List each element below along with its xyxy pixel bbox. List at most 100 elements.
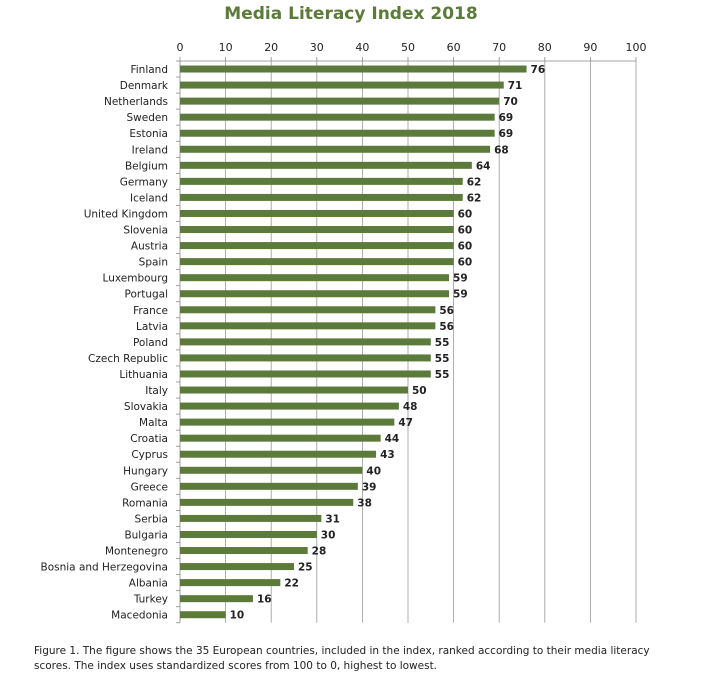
x-tick-label: 30 [310, 41, 324, 54]
bar [180, 193, 463, 201]
bar [180, 274, 450, 282]
category-label: Austria [131, 241, 168, 253]
value-label: 38 [357, 497, 372, 509]
category-label: Turkey [133, 594, 168, 606]
category-label: Montenegro [105, 546, 168, 558]
value-label: 55 [435, 369, 450, 381]
bar [180, 97, 500, 105]
category-label: Belgium [125, 160, 168, 172]
bar [180, 145, 491, 153]
value-label: 60 [458, 241, 473, 253]
bar [180, 611, 226, 619]
category-label: Spain [139, 257, 168, 269]
value-label: 62 [467, 176, 482, 188]
category-label: Netherlands [104, 96, 168, 108]
value-label: 50 [412, 385, 427, 397]
category-label: Croatia [130, 433, 168, 445]
x-tick-label: 60 [447, 41, 461, 54]
category-label: Luxembourg [103, 273, 168, 285]
bar [180, 579, 281, 587]
bar [180, 338, 431, 346]
bar [180, 530, 317, 538]
category-label: Lithuania [119, 369, 168, 381]
x-tick-label: 40 [355, 41, 369, 54]
value-label: 60 [458, 208, 473, 220]
value-label: 62 [467, 192, 482, 204]
value-label: 22 [284, 578, 299, 590]
value-label: 48 [403, 401, 418, 413]
bar [180, 595, 253, 603]
category-label: Portugal [125, 289, 169, 301]
x-tick-label: 100 [626, 41, 647, 54]
bar [180, 547, 308, 555]
value-label: 43 [380, 449, 395, 461]
x-tick-label: 80 [538, 41, 552, 54]
value-label: 47 [398, 417, 413, 429]
value-label: 70 [503, 96, 518, 108]
value-label: 16 [257, 594, 272, 606]
bar [180, 386, 408, 394]
bar [180, 242, 454, 250]
bar [180, 322, 436, 330]
value-label: 30 [321, 529, 336, 541]
category-label: Iceland [130, 192, 168, 204]
category-label: Slovakia [124, 401, 168, 413]
category-label: Sweden [127, 112, 169, 124]
category-label: Macedonia [111, 610, 168, 622]
value-label: 31 [325, 513, 340, 525]
category-label: Cyprus [131, 449, 168, 461]
bar [180, 81, 504, 89]
value-label: 25 [298, 562, 313, 574]
value-label: 76 [531, 64, 546, 76]
category-label: Albania [129, 578, 168, 590]
value-label: 40 [366, 465, 381, 477]
chart-title: Media Literacy Index 2018 [224, 4, 478, 24]
bar [180, 129, 495, 137]
category-label: Estonia [129, 128, 168, 140]
bar [180, 563, 294, 571]
bar [180, 258, 454, 266]
value-label: 55 [435, 353, 450, 365]
category-label: Bulgaria [124, 529, 168, 541]
bar [180, 113, 495, 121]
value-label: 71 [508, 80, 523, 92]
category-label: Czech Republic [88, 353, 168, 365]
bar [180, 290, 450, 298]
x-tick-label: 50 [401, 41, 415, 54]
category-label: Malta [139, 417, 168, 429]
category-label: Italy [145, 385, 168, 397]
bar [180, 370, 431, 378]
value-label: 59 [453, 289, 468, 301]
bar [180, 177, 463, 185]
x-tick-label: 20 [264, 41, 278, 54]
value-label: 69 [499, 112, 514, 124]
category-label: Romania [122, 497, 168, 509]
value-label: 64 [476, 160, 491, 172]
bar [180, 65, 527, 73]
bar [180, 482, 358, 490]
x-tick-label: 90 [583, 41, 597, 54]
category-label: Greece [131, 481, 168, 493]
category-label: Bosnia and Herzegovina [41, 562, 169, 574]
value-label: 55 [435, 337, 450, 349]
value-label: 39 [362, 481, 377, 493]
category-label: Serbia [135, 513, 168, 525]
x-tick-label: 0 [177, 41, 184, 54]
category-label: United Kingdom [84, 208, 168, 220]
category-label: Latvia [136, 321, 168, 333]
category-label: Poland [133, 337, 168, 349]
value-label: 56 [439, 321, 454, 333]
bar [180, 209, 454, 217]
value-label: 59 [453, 273, 468, 285]
figure-caption: Figure 1. The figure shows the 35 Europe… [34, 645, 650, 672]
value-label: 10 [230, 610, 245, 622]
x-tick-label: 70 [492, 41, 506, 54]
category-label: Finland [130, 64, 168, 76]
bar [180, 450, 377, 458]
value-label: 44 [385, 433, 400, 445]
value-label: 28 [312, 546, 327, 558]
bar [180, 226, 454, 234]
bar [180, 418, 395, 426]
bar [180, 466, 363, 474]
category-label: Slovenia [123, 225, 168, 237]
